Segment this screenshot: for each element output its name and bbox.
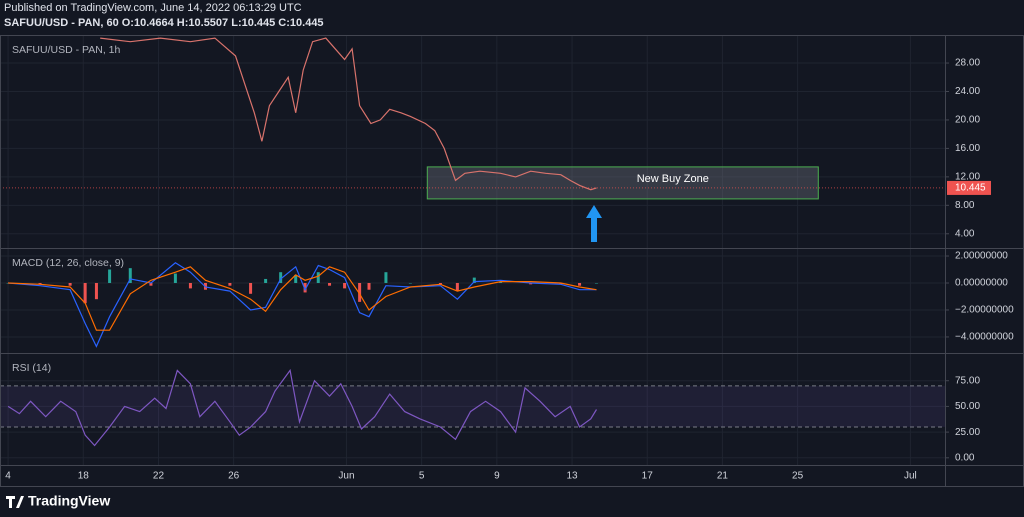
zone-label: New Buy Zone	[637, 173, 709, 185]
y-tick-label: 2.00000000	[955, 251, 1008, 262]
y-tick-label: 4.00	[955, 228, 975, 239]
histogram-bar	[408, 282, 412, 284]
histogram-bar	[316, 272, 320, 283]
published-line: Published on TradingView.com, June 14, 2…	[4, 2, 302, 14]
y-tick-label: 50.00	[955, 401, 980, 412]
pane-title: MACD (12, 26, close, 9)	[12, 257, 124, 269]
y-tick-label: 25.00	[955, 427, 980, 438]
pane-title: SAFUU/USD - PAN, 1h	[12, 44, 120, 56]
histogram-bar	[529, 282, 533, 285]
x-tick-label: Jul	[904, 471, 917, 482]
y-tick-label: 28.00	[955, 58, 980, 69]
histogram-bar	[578, 282, 582, 286]
x-tick-label: Jun	[338, 471, 354, 482]
histogram-bar	[358, 282, 362, 302]
histogram-bar	[188, 282, 192, 289]
histogram-bar	[94, 282, 98, 300]
histogram-bar	[264, 278, 268, 283]
x-tick-label: 17	[642, 471, 654, 482]
x-tick-label: 22	[153, 471, 165, 482]
logo-mark	[6, 496, 24, 508]
y-tick-label: 12.00	[955, 171, 980, 182]
pane-title: RSI (14)	[12, 362, 51, 374]
panes: 4.00 8.00 12.00 16.00 20.00 24.00 28.00 SAFUU/U…	[0, 36, 1014, 482]
x-tick-label: 4	[5, 471, 11, 482]
histogram-bar	[559, 282, 563, 285]
histogram-bar	[472, 277, 476, 283]
buy-arrow	[586, 205, 602, 242]
histogram-bar	[294, 274, 298, 283]
x-tick-label: 26	[228, 471, 240, 482]
histogram-bar	[367, 282, 371, 290]
symbol-line: SAFUU/USD - PAN, 60 O:10.4664 H:10.5507 …	[4, 17, 324, 29]
histogram-bar	[249, 282, 253, 294]
last-price-tag	[947, 180, 991, 195]
histogram-bar	[68, 282, 72, 286]
y-tick-label: 0.00000000	[955, 278, 1008, 289]
x-tick-label: 9	[494, 471, 500, 482]
histogram-bar	[83, 282, 87, 304]
series-line	[7, 368, 598, 447]
y-tick-label: −4.00000000	[955, 332, 1014, 343]
x-tick-label: 13	[566, 471, 578, 482]
y-tick-label: 8.00	[955, 200, 975, 211]
histogram-bar	[594, 282, 598, 284]
x-tick-label: 21	[717, 471, 729, 482]
histogram-bar	[455, 282, 459, 292]
histogram-bar	[173, 273, 177, 283]
histogram-bar	[38, 282, 42, 285]
series-line	[8, 266, 597, 331]
histogram-bar	[328, 282, 332, 286]
series-line	[100, 37, 597, 191]
y-tick-label: 24.00	[955, 86, 980, 97]
footer-logo: TradingView	[6, 493, 110, 509]
last-price-label: 10.445	[955, 183, 986, 194]
y-tick-label: 16.00	[955, 143, 980, 154]
histogram-bar	[343, 282, 347, 289]
x-tick-label: 18	[78, 471, 90, 482]
y-tick-label: 0.00	[955, 452, 975, 463]
histogram-bar	[499, 281, 503, 283]
histogram-bar	[303, 282, 307, 293]
x-tick-label: 5	[419, 471, 425, 482]
histogram-bar	[228, 282, 232, 286]
histogram-bar	[149, 282, 153, 286]
brand-name: TradingView	[28, 493, 110, 509]
y-tick-label: 75.00	[955, 375, 980, 386]
histogram-bar	[279, 272, 283, 283]
y-tick-label: −2.00000000	[955, 305, 1014, 316]
histogram-bar	[438, 282, 442, 285]
histogram-bar	[108, 269, 112, 283]
histogram-bar	[128, 268, 132, 283]
histogram-bar	[384, 272, 388, 283]
y-tick-label: 20.00	[955, 115, 980, 126]
x-tick-label: 25	[792, 471, 804, 482]
rsi-band	[0, 385, 945, 427]
